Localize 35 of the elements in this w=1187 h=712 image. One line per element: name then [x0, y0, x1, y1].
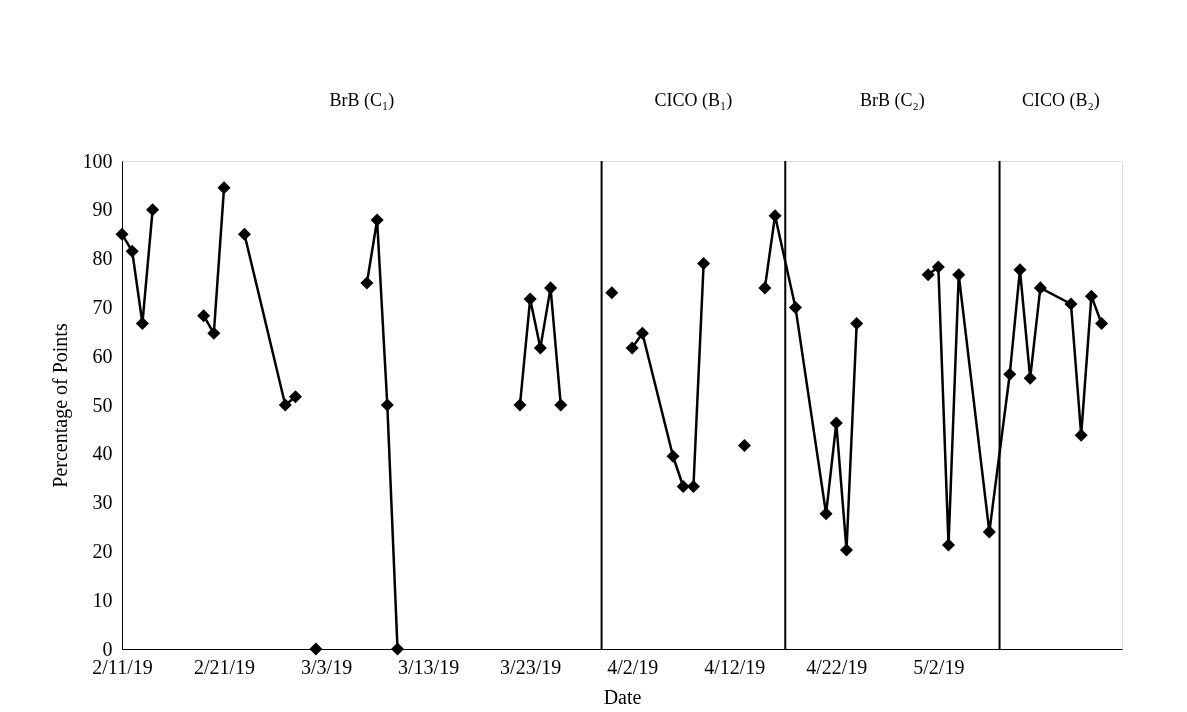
- y-tick-label: 20: [92, 539, 113, 562]
- x-tick-label: 3/13/19: [398, 655, 460, 678]
- x-tick-label: 5/2/19: [913, 655, 965, 678]
- point: [768, 209, 782, 223]
- point: [758, 281, 772, 295]
- y-tick-label: 100: [82, 149, 113, 172]
- x-tick-label: 3/23/19: [500, 655, 562, 678]
- x-axis-title: Date: [603, 685, 642, 708]
- text: CICO (B₁): [654, 90, 733, 111]
- point: [819, 507, 833, 521]
- y-tick-label: 10: [92, 588, 113, 611]
- text: CICO (B₂): [1021, 90, 1100, 111]
- y-tick-label: 60: [92, 344, 113, 367]
- x-tick-label: 4/2/19: [607, 655, 659, 678]
- point: [839, 543, 854, 557]
- x-tick-label: 4/12/19: [704, 655, 766, 678]
- y-tick-label: 90: [92, 198, 113, 221]
- point: [829, 416, 843, 430]
- point: [605, 286, 619, 300]
- y-tick-label: 70: [92, 295, 113, 318]
- x-tick-label: 4/22/19: [806, 655, 868, 678]
- point: [850, 316, 864, 331]
- point: [737, 438, 751, 453]
- y-tick-label: 30: [92, 491, 113, 514]
- x-tick-label: 2/21/19: [193, 655, 256, 678]
- point: [697, 256, 711, 270]
- y-tick-label: 50: [92, 393, 113, 416]
- point: [788, 300, 802, 314]
- point: [309, 642, 323, 656]
- text: BrB (C₂): [860, 90, 925, 111]
- y-tick-label: 40: [92, 442, 113, 465]
- y-axis-title: Percentage of Points: [48, 323, 72, 488]
- y-tick-label: 80: [92, 247, 113, 270]
- text: BrB (C₁): [329, 90, 395, 111]
- x-tick-label: 3/3/19: [301, 655, 353, 678]
